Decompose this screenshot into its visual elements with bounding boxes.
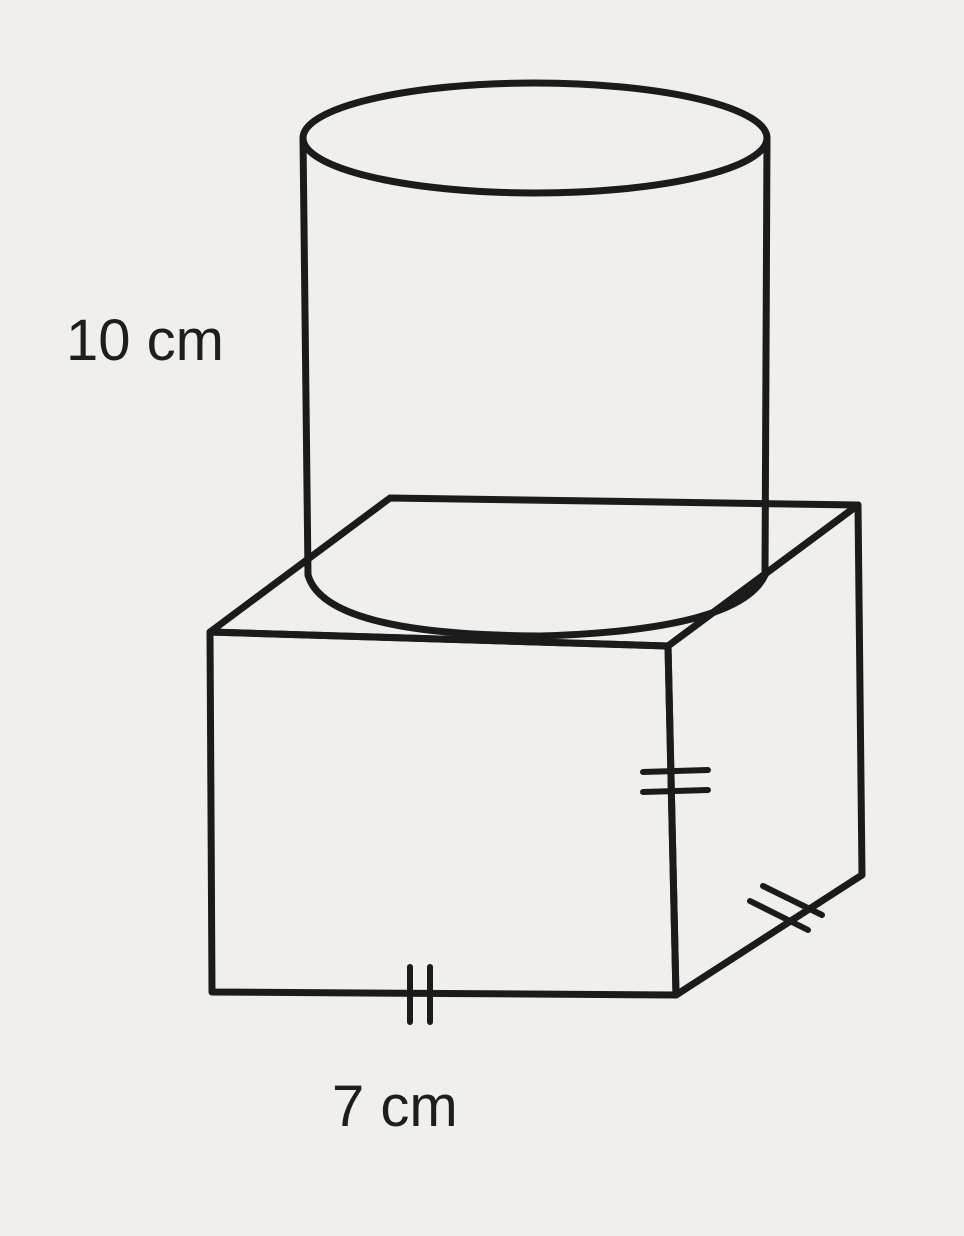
vertical-edge-tick-2 — [640, 787, 711, 795]
cylinder-left-side — [299, 134, 312, 579]
depth-edge-tick-1 — [747, 898, 811, 933]
vertical-edge-tick-1 — [640, 767, 711, 775]
depth-edge-tick-2 — [760, 883, 825, 918]
cylinder-top-ellipse — [299, 79, 771, 197]
cylinder-right-side — [761, 134, 771, 579]
cylinder — [299, 79, 771, 640]
cube — [206, 494, 866, 999]
cube-right-face — [664, 501, 866, 999]
cube-front-face — [206, 628, 680, 999]
equal-length-ticks — [407, 767, 825, 1025]
cylinder-base-arc — [304, 571, 769, 640]
cylinder-height-label: 10 cm — [66, 308, 224, 373]
cube-side-label: 7 cm — [332, 1074, 458, 1139]
